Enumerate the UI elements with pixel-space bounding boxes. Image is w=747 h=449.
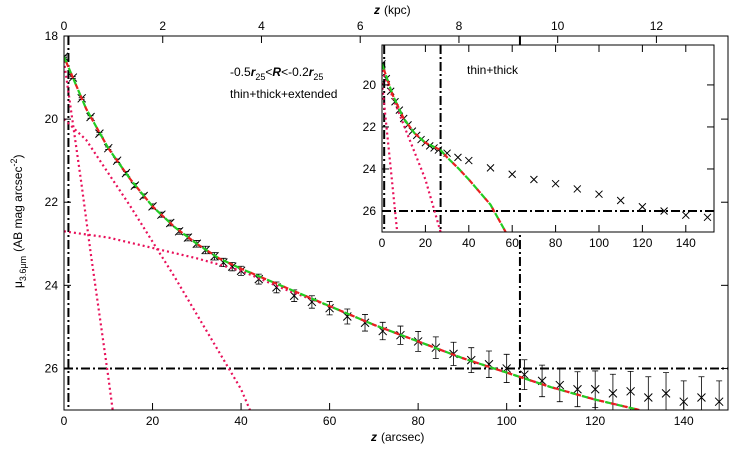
text-part: 3.6μm [18, 256, 28, 281]
x-tick-label: 80 [549, 236, 563, 250]
text-part: 25 [255, 72, 265, 82]
data-point [660, 207, 668, 215]
text-part: -2 [9, 159, 19, 167]
text-part: R [272, 65, 281, 79]
text-part: (kpc) [384, 3, 411, 17]
x-tick-label: 60 [323, 414, 337, 428]
data-point [643, 393, 653, 402]
total-fit [382, 63, 507, 232]
data-point [679, 397, 689, 407]
data-point [486, 164, 495, 172]
plot-content [64, 36, 728, 410]
data-point [573, 185, 582, 193]
y-tick-label: 26 [45, 361, 59, 375]
x-tick-label: 140 [676, 236, 696, 250]
x2-tick-label: 6 [357, 19, 364, 33]
data-point [555, 380, 565, 390]
y-tick-label: 22 [45, 195, 59, 209]
data-point [530, 175, 538, 184]
text-part: 25 [313, 72, 323, 82]
data-point [681, 211, 690, 220]
data-point [626, 386, 635, 396]
x-tick-label: 20 [419, 236, 433, 250]
x-axis-label: z (arcsec) [370, 430, 424, 444]
x-tick-label: 20 [146, 414, 160, 428]
x2-tick-label: 12 [650, 19, 664, 33]
x2-tick-label: 8 [456, 19, 463, 33]
x-tick-label: 100 [589, 236, 609, 250]
annotation: thin+thick [467, 63, 519, 77]
y-tick-label: 18 [45, 29, 59, 43]
data-point [638, 202, 647, 211]
text-part: (arcsec) [381, 430, 424, 444]
x-tick-label: 120 [585, 414, 605, 428]
y-axis-label: μ3.6μm (AB mag arcsec-2) [9, 155, 28, 289]
x2-tick-label: 0 [61, 19, 68, 33]
plot-frame [381, 44, 715, 233]
annotation: thin+thick+extended [230, 87, 337, 101]
y-tick-label: 20 [363, 78, 377, 92]
data-point [590, 384, 600, 394]
data-point [551, 179, 560, 188]
text-part: <-0.2 [281, 65, 309, 79]
x2-tick-label: 10 [551, 19, 565, 33]
text-part: < [265, 65, 272, 79]
data-point [661, 389, 671, 398]
x-tick-label: 0 [379, 236, 386, 250]
y-tick-label: 26 [363, 204, 377, 218]
total-fit [64, 56, 640, 410]
data-point [64, 52, 69, 62]
plot-area [382, 45, 714, 232]
x-tick-label: 140 [674, 414, 694, 428]
total-fit [64, 56, 640, 410]
y-tick-label: 24 [45, 278, 59, 292]
x-tick-label: 100 [497, 414, 517, 428]
x-tick-label: 0 [61, 414, 68, 428]
text-part: (AB mag arcsec [11, 167, 25, 252]
data-point [616, 196, 625, 205]
text-part: z [370, 430, 377, 444]
text-part: thin+thick [467, 63, 519, 77]
text-part: r [251, 65, 257, 79]
data-point [382, 60, 386, 68]
y-tick-label: 24 [363, 162, 377, 176]
data-point [703, 213, 712, 222]
data-point [464, 156, 473, 165]
x2-tick-label: 4 [258, 19, 265, 33]
error-bar [64, 55, 67, 59]
data-point [595, 190, 603, 199]
y-tick-label: 22 [363, 120, 377, 134]
data-point [608, 389, 618, 398]
data-point [573, 384, 582, 394]
data-point [697, 393, 706, 402]
x-tick-label: 80 [411, 414, 425, 428]
data-point [714, 397, 724, 407]
text-part: r [309, 65, 315, 79]
x2-tick-label: 2 [159, 19, 166, 33]
plot-content [382, 45, 714, 232]
text-part: μ [11, 281, 25, 288]
y-tick-label: 20 [45, 112, 59, 126]
plot-frame [63, 35, 729, 411]
text-part: -0.5 [230, 65, 251, 79]
component-fit [64, 118, 251, 410]
text-part: ) [11, 155, 25, 159]
annotation: -0.5r25<R<-0.2r25 [230, 65, 323, 82]
data-point [508, 170, 517, 179]
x2-axis-label: z (kpc) [373, 3, 411, 17]
text-part: z [373, 3, 380, 17]
text-part: thin+thick+extended [230, 87, 337, 101]
data-point [454, 153, 462, 162]
x-tick-label: 120 [632, 236, 652, 250]
x-tick-label: 40 [462, 236, 476, 250]
x-tick-label: 60 [506, 236, 520, 250]
x-tick-label: 40 [234, 414, 248, 428]
